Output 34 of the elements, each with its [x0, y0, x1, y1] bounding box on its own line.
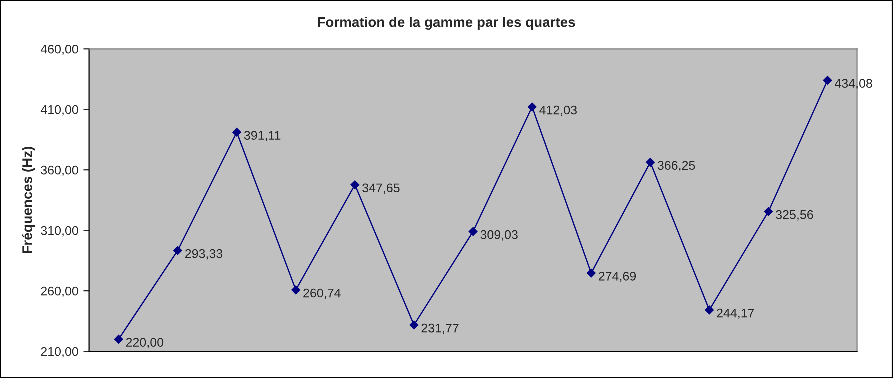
- y-tick-label: 360,00: [41, 166, 78, 176]
- point: [350, 180, 360, 190]
- data-label: 244,17: [717, 308, 754, 320]
- y-tick-label: 410,00: [40, 105, 78, 116]
- data-label: 325,56: [776, 210, 814, 221]
- y-tick-label: 460,00: [40, 44, 78, 56]
- data-label: 391,11: [244, 131, 281, 142]
- data-label: 220,00: [126, 338, 164, 348]
- data-label: 412,03: [540, 106, 577, 116]
- point: [646, 158, 655, 167]
- point: [586, 268, 596, 278]
- data-label: 309,03: [480, 230, 518, 241]
- y-tick-label: 310,00: [41, 226, 78, 237]
- data-label: 293,33: [185, 249, 223, 260]
- y-tick-label: 210,00: [41, 347, 78, 358]
- data-label: 274,69: [599, 272, 636, 282]
- y-tick-label: 260,00: [41, 286, 78, 298]
- point: [764, 207, 774, 216]
- data-label: 434,08: [834, 79, 872, 90]
- data-label: 260,74: [304, 288, 341, 300]
- data-label: 231,77: [422, 324, 459, 334]
- point: [292, 286, 301, 295]
- data-label: 347,65: [362, 184, 400, 194]
- point: [823, 76, 832, 85]
- point: [705, 306, 714, 315]
- point: [468, 227, 478, 236]
- data-label: 366,25: [658, 161, 696, 172]
- point: [173, 246, 182, 256]
- point: [232, 128, 242, 137]
- chart-title: Formation de la gamme par les quartes: [318, 17, 576, 30]
- point: [114, 334, 124, 344]
- y-axis-title: Fréquences (Hz): [22, 147, 36, 254]
- point: [528, 102, 537, 112]
- point: [410, 320, 419, 330]
